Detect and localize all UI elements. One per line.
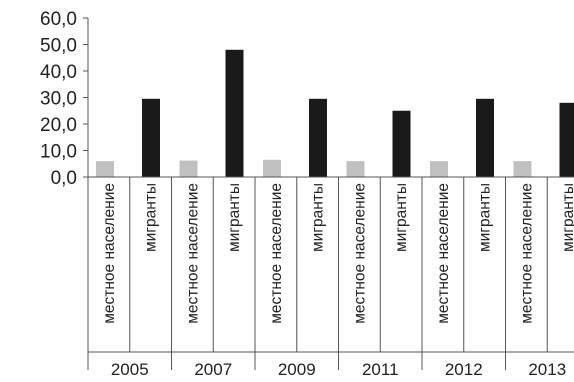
category-label: мигранты — [393, 183, 410, 252]
bar-local-population-2009 — [263, 159, 281, 177]
y-tick-label: 60,0 — [40, 9, 77, 30]
bar-migrants-2009 — [309, 98, 327, 177]
year-label: 2011 — [362, 360, 399, 379]
y-tick-label: 40,0 — [40, 62, 77, 83]
year-label: 2012 — [445, 360, 483, 379]
year-label: 2013 — [528, 360, 566, 379]
bar-migrants-2007 — [225, 49, 244, 177]
y-tick-label: 10,0 — [40, 142, 77, 163]
category-label: мигранты — [477, 183, 494, 252]
category-label: мигранты — [143, 183, 160, 252]
category-label: мигранты — [310, 183, 327, 252]
bar-local-population-2005 — [96, 161, 114, 177]
category-label: местное население — [518, 183, 535, 324]
bar-migrants-2005 — [142, 98, 160, 177]
y-tick-label: 20,0 — [40, 115, 77, 136]
category-label: местное население — [101, 183, 118, 324]
x-axis: местное население мигранты 2005 местное нас… — [87, 176, 574, 379]
bar-local-population-2007 — [179, 160, 198, 177]
bars — [96, 49, 574, 177]
bar-local-population-2011 — [346, 161, 365, 177]
bar-migrants-2011 — [392, 110, 411, 177]
category-label: местное население — [268, 183, 285, 324]
year-label: 2005 — [111, 360, 149, 379]
y-tick-label: 0,0 — [51, 168, 77, 189]
bar-migrants-2013 — [559, 102, 574, 177]
y-axis: 0,0 10,0 20,0 30,0 40,0 50,0 60,0 — [40, 9, 89, 189]
category-label: местное население — [351, 183, 368, 324]
year-label: 2009 — [278, 360, 316, 379]
category-label: местное население — [184, 183, 201, 324]
category-label: местное население — [435, 183, 452, 324]
y-tick-label: 30,0 — [40, 89, 77, 110]
bar-local-population-2012 — [430, 161, 448, 177]
bar-local-population-2013 — [513, 161, 532, 177]
category-label: мигранты — [226, 183, 243, 252]
year-label: 2007 — [194, 360, 232, 379]
category-label: мигранты — [560, 183, 574, 252]
bar-migrants-2012 — [476, 98, 494, 177]
y-tick-label: 50,0 — [40, 36, 77, 57]
